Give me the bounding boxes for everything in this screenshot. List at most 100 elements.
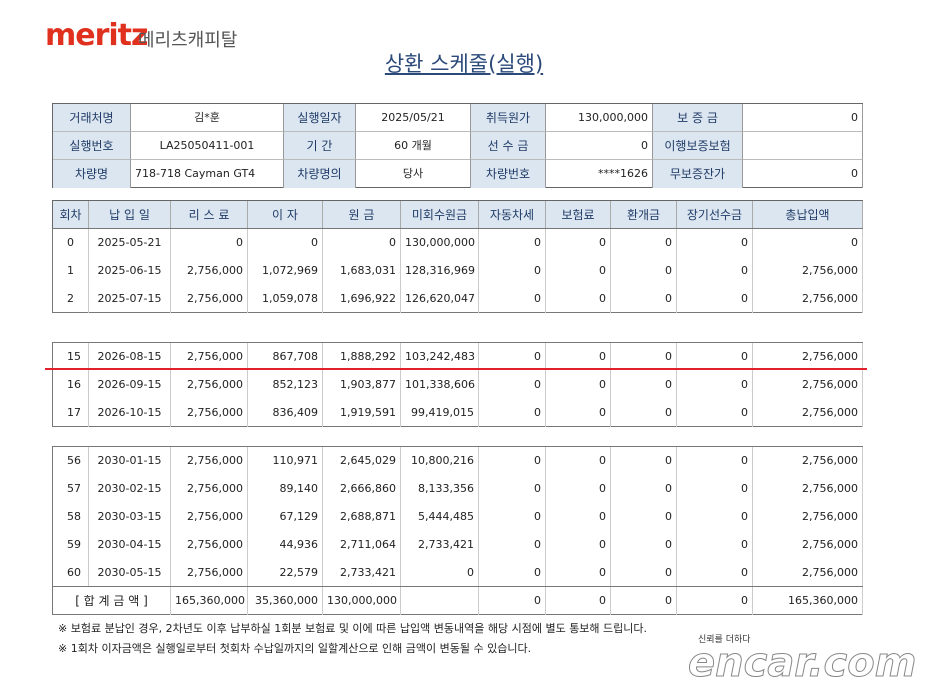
- schedule-cell: 130,000,000: [401, 229, 479, 257]
- schedule-cell: 0: [479, 531, 546, 559]
- info-value: [743, 132, 863, 160]
- schedule-cell: 0: [479, 285, 546, 313]
- note: ※ 보험료 분납인 경우, 2차년도 이후 납부하실 1회분 보험료 및 이에 …: [58, 622, 648, 635]
- info-value: 0: [743, 104, 863, 132]
- total-cell: 0: [546, 587, 611, 615]
- schedule-cell: 2026-08-15: [89, 343, 171, 371]
- schedule-cell: 58: [53, 503, 89, 531]
- schedule-cell: 867,708: [248, 343, 323, 371]
- highlight-line: [45, 368, 867, 370]
- schedule-cell: 103,242,483: [401, 343, 479, 371]
- schedule-cell: 0: [479, 229, 546, 257]
- schedule-cell: 17: [53, 399, 89, 427]
- info-value: 0: [743, 160, 863, 188]
- schedule-cell: 2030-02-15: [89, 475, 171, 503]
- total-cell: 35,360,000: [248, 587, 323, 615]
- schedule-cell: 0: [611, 257, 677, 285]
- schedule-cell: 1,888,292: [323, 343, 401, 371]
- schedule-cell: 2,756,000: [753, 257, 863, 285]
- column-header: 이 자: [248, 201, 323, 229]
- schedule-cell: 2025-07-15: [89, 285, 171, 313]
- schedule-cell: 2030-03-15: [89, 503, 171, 531]
- schedule-cell: 0: [479, 343, 546, 371]
- total-cell: 130,000,000: [323, 587, 401, 615]
- column-header: 보험료: [546, 201, 611, 229]
- schedule-cell: 2,666,860: [323, 475, 401, 503]
- schedule-cell: 0: [611, 447, 677, 475]
- schedule-cell: 0: [546, 531, 611, 559]
- schedule-cell: 0: [611, 559, 677, 587]
- total-row: [ 합 계 금 액 ] 165,360,000 35,360,000 130,000,…: [52, 586, 863, 615]
- schedule-cell: 0: [323, 229, 401, 257]
- schedule-cell: 2,756,000: [171, 257, 248, 285]
- info-value: LA25050411-001: [131, 132, 284, 160]
- schedule-cell: 2025-06-15: [89, 257, 171, 285]
- schedule-cell: 101,338,606: [401, 371, 479, 399]
- schedule-cell: 2,756,000: [171, 285, 248, 313]
- schedule-cell: 1: [53, 257, 89, 285]
- schedule-cell: 16: [53, 371, 89, 399]
- schedule-cell: 1,059,078: [248, 285, 323, 313]
- schedule-cell: 0: [248, 229, 323, 257]
- schedule-cell: 89,140: [248, 475, 323, 503]
- schedule-cell: 2026-09-15: [89, 371, 171, 399]
- schedule-cell: 2,756,000: [753, 399, 863, 427]
- schedule-cell: 2,733,421: [323, 559, 401, 587]
- title: 상환 스케줄(실행): [0, 48, 928, 78]
- schedule-cell: 2,756,000: [753, 559, 863, 587]
- column-header: 미회수원금: [401, 201, 479, 229]
- schedule-cell: 0: [677, 285, 753, 313]
- column-header: 총납입액: [753, 201, 863, 229]
- schedule-cell: 836,409: [248, 399, 323, 427]
- row-group: 15 2026-08-15 2,756,000 867,708 1,888,292 103…: [52, 342, 863, 427]
- info-label: 거래처명: [53, 104, 131, 132]
- schedule-cell: 0: [546, 371, 611, 399]
- schedule-cell: 10,800,216: [401, 447, 479, 475]
- schedule-cell: 0: [479, 503, 546, 531]
- schedule-cell: 2,733,421: [401, 531, 479, 559]
- schedule-cell: 2,756,000: [171, 475, 248, 503]
- schedule-cell: 2,756,000: [171, 371, 248, 399]
- info-label: 실행번호: [53, 132, 131, 160]
- schedule-cell: 1,919,591: [323, 399, 401, 427]
- schedule-cell: 0: [401, 559, 479, 587]
- schedule-cell: 2,756,000: [753, 343, 863, 371]
- total-label: [ 합 계 금 액 ]: [53, 587, 171, 615]
- schedule-cell: 2,756,000: [171, 531, 248, 559]
- schedule-cell: 0: [611, 475, 677, 503]
- info-value: 60 개월: [356, 132, 471, 160]
- info-label: 차량번호: [471, 160, 546, 188]
- column-header: 회차: [53, 201, 89, 229]
- schedule-cell: 126,620,047: [401, 285, 479, 313]
- total-cell: 165,360,000: [171, 587, 248, 615]
- schedule-cell: 0: [546, 559, 611, 587]
- schedule-cell: 852,123: [248, 371, 323, 399]
- schedule-cell: 2,756,000: [171, 399, 248, 427]
- row-group: 0 2025-05-21 0 0 0 130,000,000 0 0 0 0 0 1 2025-06-1…: [52, 228, 863, 313]
- info-value: 당사: [356, 160, 471, 188]
- schedule-cell: 0: [611, 531, 677, 559]
- column-header: 리 스 료: [171, 201, 248, 229]
- total-cell: 0: [479, 587, 546, 615]
- logo: meritz: [45, 18, 148, 53]
- schedule-cell: 59: [53, 531, 89, 559]
- schedule-cell: 1,072,969: [248, 257, 323, 285]
- schedule-cell: 2,756,000: [753, 285, 863, 313]
- schedule-cell: 0: [753, 229, 863, 257]
- schedule-cell: 0: [611, 503, 677, 531]
- schedule-cell: 15: [53, 343, 89, 371]
- schedule-cell: 0: [546, 503, 611, 531]
- column-header: 장기선수금: [677, 201, 753, 229]
- schedule-cell: 0: [546, 229, 611, 257]
- schedule-cell: 57: [53, 475, 89, 503]
- schedule-cell: 2030-04-15: [89, 531, 171, 559]
- watermark: encar.com: [687, 640, 917, 687]
- schedule-cell: 2026-10-15: [89, 399, 171, 427]
- schedule-cell: 2,756,000: [753, 447, 863, 475]
- schedule-cell: 0: [546, 447, 611, 475]
- schedule-cell: 5,444,485: [401, 503, 479, 531]
- schedule-cell: 2030-05-15: [89, 559, 171, 587]
- schedule-cell: 0: [611, 229, 677, 257]
- schedule-cell: 60: [53, 559, 89, 587]
